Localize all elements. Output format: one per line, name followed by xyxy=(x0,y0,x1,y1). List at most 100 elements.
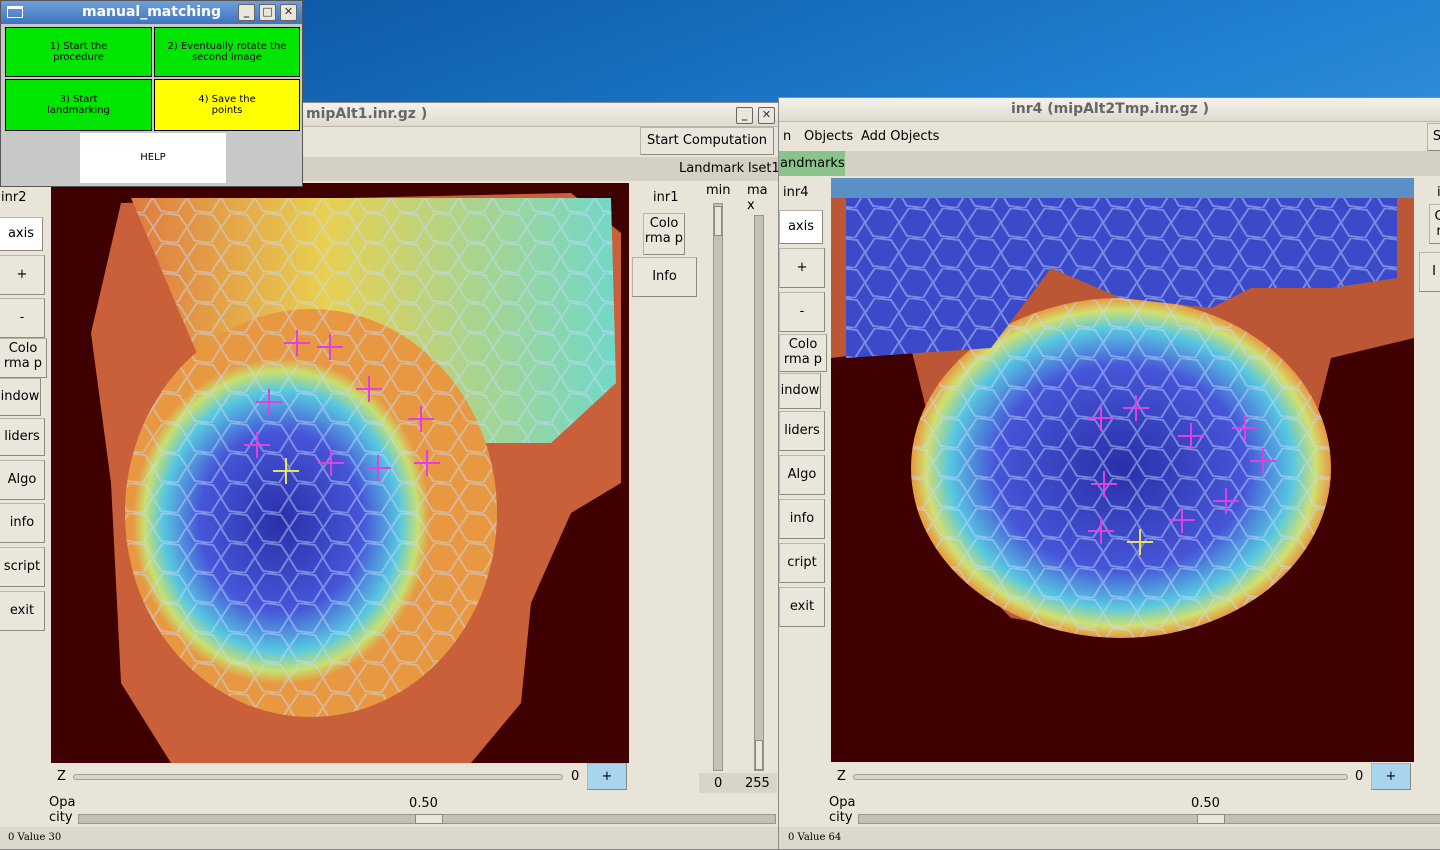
landmark-point[interactable] xyxy=(1088,405,1114,431)
start-computation-button[interactable]: Start Computation xyxy=(640,127,774,155)
opacity-slider-handle[interactable] xyxy=(415,814,443,824)
landmark-point[interactable] xyxy=(317,334,343,360)
info-button[interactable]: Info xyxy=(632,257,697,297)
landmark-point[interactable] xyxy=(356,376,382,402)
rotate-image-label: 2) Eventually rotate the second image xyxy=(167,41,287,63)
landmarks-bar xyxy=(779,151,1440,176)
start-procedure-button[interactable]: 1) Start the procedure xyxy=(5,27,152,77)
opacity-slider-handle[interactable] xyxy=(1197,814,1225,824)
zoom-in-button[interactable]: + xyxy=(779,248,825,288)
exit-button[interactable]: exit xyxy=(0,591,45,631)
maximize-button[interactable]: □ xyxy=(259,4,276,21)
z-slider[interactable] xyxy=(853,774,1348,780)
image-canvas-left[interactable] xyxy=(51,183,629,763)
window-button[interactable]: indow xyxy=(0,378,41,416)
lset-label[interactable]: lset1 xyxy=(748,161,779,176)
zoom-out-button[interactable]: - xyxy=(0,298,45,338)
right-edge-c-button[interactable]: C r xyxy=(1429,204,1440,244)
landmarks-tab[interactable]: andmarks xyxy=(779,151,845,176)
window-menu-icon[interactable] xyxy=(7,6,23,18)
landmark-point[interactable] xyxy=(1213,488,1239,514)
close-button[interactable]: ✕ xyxy=(758,107,775,124)
opacity-label: Opa city xyxy=(49,795,76,825)
close-button[interactable]: ✕ xyxy=(280,4,297,21)
save-points-label: 4) Save the points xyxy=(198,94,256,116)
landmark-point[interactable] xyxy=(1123,395,1149,421)
min-slider[interactable] xyxy=(713,203,723,771)
sliders-button[interactable]: liders xyxy=(0,418,45,456)
manual-matching-title: manual_matching xyxy=(82,4,221,20)
script-button[interactable]: script xyxy=(0,547,45,587)
toolbar-label-inr: inr4 xyxy=(783,185,809,200)
landmark-point[interactable] xyxy=(365,455,391,481)
info-button[interactable]: info xyxy=(779,499,825,539)
opacity-slider[interactable] xyxy=(78,814,776,824)
landmark-point[interactable] xyxy=(1091,471,1117,497)
menu-item-add-objects[interactable]: Add Objects xyxy=(861,129,940,144)
right-edge-l-button[interactable]: I xyxy=(1419,252,1440,292)
toolbar-label-inr: inr2 xyxy=(1,190,27,205)
max-slider-handle[interactable] xyxy=(755,740,763,770)
exit-button[interactable]: exit xyxy=(779,587,825,627)
info-button[interactable]: info xyxy=(0,503,45,543)
z-plus-button[interactable]: + xyxy=(1371,763,1411,790)
manual-matching-titlebar[interactable]: manual_matching _ □ ✕ xyxy=(1,1,302,24)
minimize-button[interactable]: _ xyxy=(736,107,753,124)
landmark-point-selected[interactable] xyxy=(273,458,299,484)
save-points-button[interactable]: 4) Save the points xyxy=(154,79,300,131)
start-procedure-label: 1) Start the procedure xyxy=(49,41,108,63)
landmark-point[interactable] xyxy=(1169,507,1195,533)
algo-button[interactable]: Algo xyxy=(0,460,45,500)
start-landmarking-button[interactable]: 3) Start landmarking xyxy=(5,79,152,131)
window-button[interactable]: indow xyxy=(779,373,821,409)
z-plus-button[interactable]: + xyxy=(587,763,627,790)
microscopy-image-right xyxy=(831,178,1414,638)
landmark-point[interactable] xyxy=(244,432,270,458)
colormap-button[interactable]: Colo rma p xyxy=(643,213,685,255)
landmark-point[interactable] xyxy=(414,450,440,476)
help-label: HELP xyxy=(140,152,166,163)
landmark-point[interactable] xyxy=(1178,423,1204,449)
landmark-label: Landmark xyxy=(679,161,745,176)
colormap-button[interactable]: Colo rma p xyxy=(779,334,827,372)
status-bar-right xyxy=(779,827,1440,849)
viewer-right-titlebar[interactable]: inr4 (mipAlt2Tmp.inr.gz ) xyxy=(779,98,1440,122)
axis-button[interactable]: axis xyxy=(779,210,823,244)
status-text-right: 0 Value 64 xyxy=(788,832,842,843)
landmark-point[interactable] xyxy=(408,406,434,432)
opacity-slider[interactable] xyxy=(858,814,1440,824)
z-value: 0 xyxy=(1355,769,1364,784)
menu-item-n[interactable]: n xyxy=(783,129,792,144)
landmark-point-selected[interactable] xyxy=(1127,529,1153,555)
landmark-point[interactable] xyxy=(318,450,344,476)
landmark-point[interactable] xyxy=(1088,518,1114,544)
algo-button[interactable]: Algo xyxy=(779,455,825,495)
axis-button[interactable]: axis xyxy=(0,217,43,251)
max-label: ma x xyxy=(747,183,768,213)
script-button[interactable]: cript xyxy=(779,543,825,583)
max-slider[interactable] xyxy=(754,215,764,771)
landmark-point[interactable] xyxy=(256,389,282,415)
z-label: Z xyxy=(837,769,846,784)
help-button[interactable]: HELP xyxy=(80,133,226,183)
zoom-out-button[interactable]: - xyxy=(779,292,825,332)
status-text-left: 0 Value 30 xyxy=(8,832,62,843)
colormap-button-label: Colo rma p xyxy=(644,216,684,246)
menu-item-objects[interactable]: Objects xyxy=(804,129,854,144)
landmark-point[interactable] xyxy=(1250,448,1276,474)
min-label: min xyxy=(706,183,731,198)
z-slider[interactable] xyxy=(73,774,563,780)
max-value: 255 xyxy=(745,776,770,791)
rotate-image-button[interactable]: 2) Eventually rotate the second image xyxy=(154,27,300,77)
right-edge-s-button[interactable]: S xyxy=(1427,123,1440,151)
image-canvas-right[interactable] xyxy=(831,178,1414,762)
sliders-button[interactable]: liders xyxy=(779,411,825,451)
minimize-button[interactable]: _ xyxy=(238,4,255,21)
min-slider-handle[interactable] xyxy=(714,206,722,236)
zoom-in-button[interactable]: + xyxy=(0,255,45,295)
opacity-value: 0.50 xyxy=(409,796,438,811)
colormap-button[interactable]: Colo rma p xyxy=(0,338,47,378)
landmark-point[interactable] xyxy=(1232,415,1258,441)
landmark-point[interactable] xyxy=(284,330,310,356)
start-landmarking-label: 3) Start landmarking xyxy=(47,94,110,116)
